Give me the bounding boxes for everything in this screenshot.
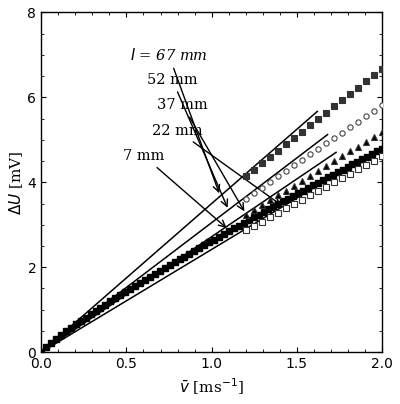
Text: $I$ = 67 mm: $I$ = 67 mm <box>130 47 220 192</box>
Y-axis label: $\Delta U$ [mV]: $\Delta U$ [mV] <box>7 150 25 215</box>
Text: 37 mm: 37 mm <box>157 98 244 210</box>
X-axis label: $\bar{v}$ [ms$^{-1}$]: $\bar{v}$ [ms$^{-1}$] <box>179 377 244 397</box>
Text: 52 mm: 52 mm <box>147 73 228 206</box>
Text: 22 mm: 22 mm <box>152 124 280 204</box>
Text: 7 mm: 7 mm <box>123 149 226 227</box>
